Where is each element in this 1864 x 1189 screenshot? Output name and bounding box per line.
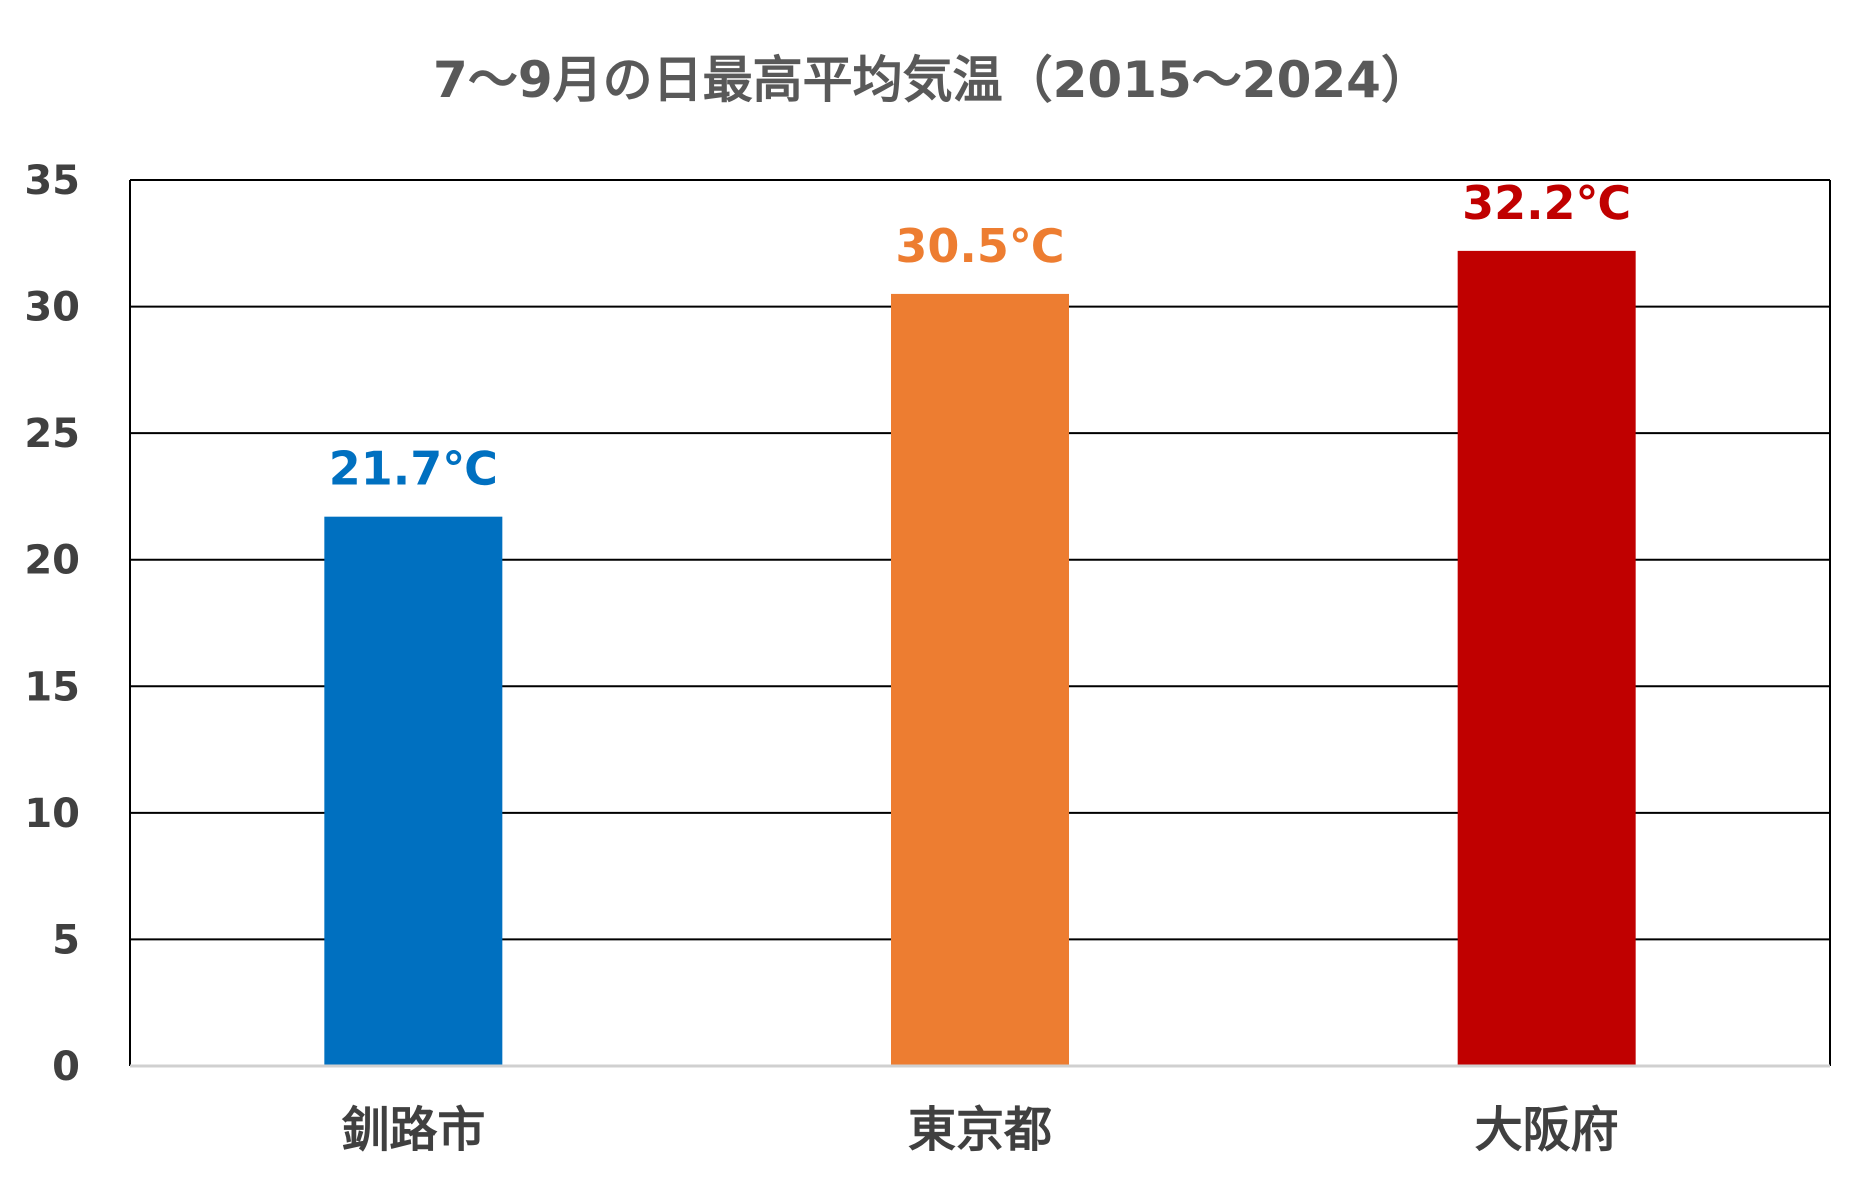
y-tick-label: 20 xyxy=(24,538,80,584)
data-label-3: 32.2℃ xyxy=(1462,176,1631,230)
data-label-2: 30.5℃ xyxy=(895,219,1064,273)
axes xyxy=(129,180,1831,1068)
labels: 0 5 10 15 20 25 30 35 21.7℃ 釧路市 30.5℃ 東京都 32.2℃ 大阪府 xyxy=(24,158,1631,1158)
chart-title: 7～9月の日最高平均気温（2015～2024） xyxy=(433,51,1431,109)
bars xyxy=(324,250,1636,1066)
y-tick-label: 30 xyxy=(24,285,80,331)
bar-2 xyxy=(891,293,1069,1066)
y-tick-label: 15 xyxy=(24,664,80,710)
data-label-1: 21.7℃ xyxy=(329,442,498,496)
y-tick-label: 0 xyxy=(52,1044,80,1090)
y-tick-label: 35 xyxy=(24,158,80,204)
bar-3 xyxy=(1457,250,1636,1066)
x-category-label-2: 東京都 xyxy=(908,1102,1052,1158)
x-category-label-3: 大阪府 xyxy=(1475,1102,1619,1158)
x-category-label-1: 釧路市 xyxy=(341,1102,485,1158)
y-tick-label: 10 xyxy=(24,791,80,837)
y-tick-label: 25 xyxy=(24,411,80,457)
bar-1 xyxy=(324,516,503,1066)
y-tick-label: 5 xyxy=(52,917,80,963)
